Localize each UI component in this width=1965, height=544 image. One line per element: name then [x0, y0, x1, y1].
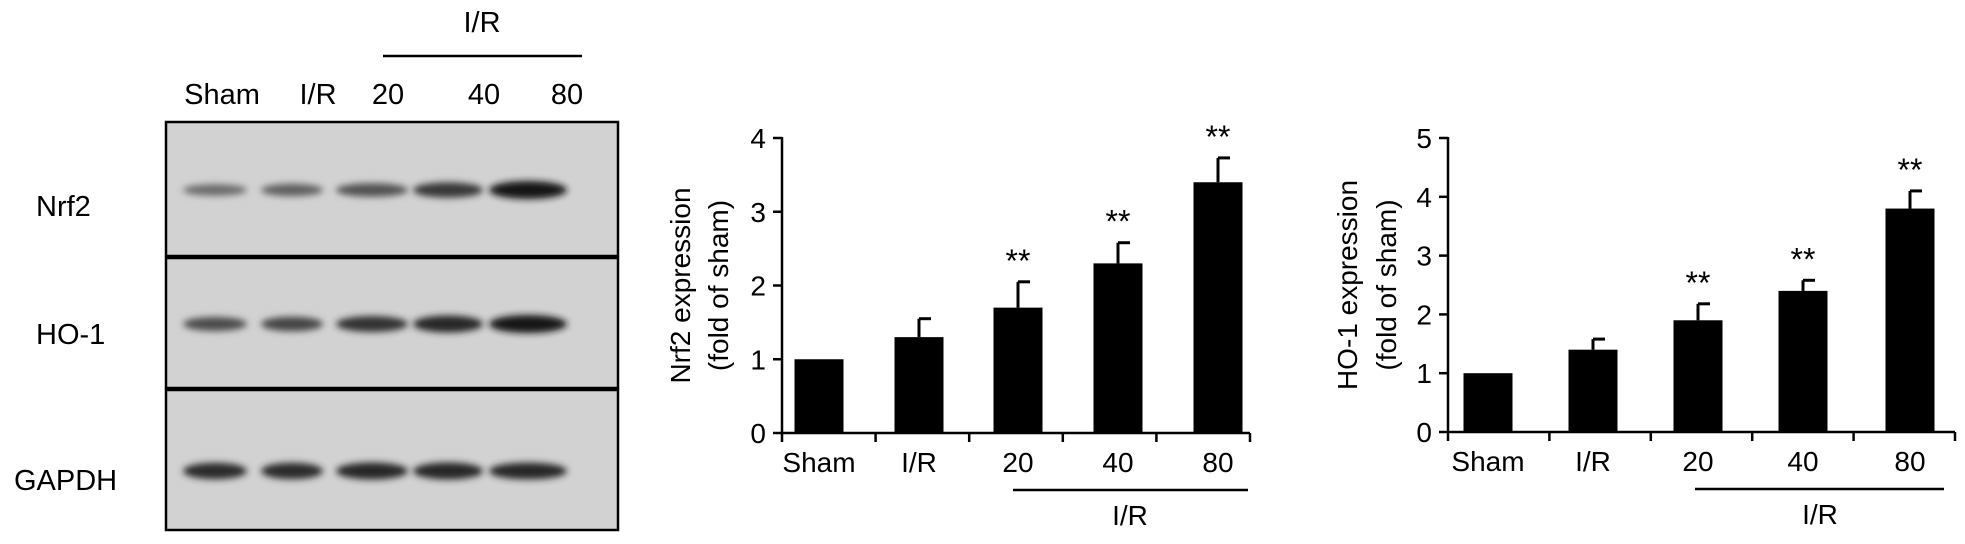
- blot-band: [489, 181, 567, 199]
- y-tick-label: 0: [750, 418, 766, 449]
- blot-band: [413, 462, 483, 480]
- blot-lane-label-20: 20: [372, 79, 404, 111]
- bar-I/R: [894, 337, 944, 433]
- significance-marker: **: [1106, 204, 1131, 240]
- y-tick-label: 3: [750, 197, 766, 228]
- bar-80: [1885, 208, 1935, 432]
- bar-40: [1778, 290, 1828, 432]
- y-tick-label: 1: [750, 344, 766, 375]
- bar-Sham: [794, 359, 844, 433]
- blot-lane-label-80: 80: [551, 79, 583, 111]
- blot-lane-label-40: 40: [468, 79, 500, 111]
- category-label: 20: [1002, 447, 1033, 478]
- y-tick-label: 2: [750, 271, 766, 302]
- nrf2-expression-chart: 0 1 2 3 4 Sham I/R ** 20 ** 40 ** 80 I/R Nrf2 expressi…: [665, 119, 1252, 531]
- blot-band: [489, 462, 567, 480]
- blot-row-label-nrf2: Nrf2: [36, 191, 91, 223]
- category-label: Sham: [1451, 446, 1524, 477]
- western-blot-panel: I/R Sham I/R 20 40 80 Nrf2 HO-1 GAPDH: [14, 7, 620, 532]
- group-label: I/R: [1112, 500, 1148, 531]
- blot-band: [413, 315, 483, 333]
- ho1-expression-chart: 0 1 2 3 4 5 Sham I/R ** 20 ** 40 ** 80 I/R HO-1 express…: [1332, 123, 1957, 530]
- blot-band: [183, 462, 247, 480]
- significance-marker: **: [1206, 119, 1231, 155]
- bar-20: [1673, 320, 1723, 432]
- blot-band: [261, 462, 323, 480]
- bar-80: [1193, 182, 1243, 433]
- blot-band: [183, 184, 247, 196]
- blot-band: [183, 317, 247, 331]
- y-tick-label: 1: [1416, 358, 1432, 389]
- bar-20: [993, 307, 1043, 433]
- blot-row-label-ho1: HO-1: [36, 319, 105, 351]
- significance-marker: **: [1791, 241, 1816, 277]
- category-label: I/R: [901, 447, 937, 478]
- blot-band: [489, 315, 567, 333]
- y-tick-label: 0: [1416, 417, 1432, 448]
- category-label: Sham: [782, 447, 855, 478]
- significance-marker: **: [1686, 265, 1711, 301]
- blot-group-label: I/R: [463, 7, 500, 39]
- y-tick-label: 4: [1416, 182, 1432, 213]
- y-tick-label: 2: [1416, 299, 1432, 330]
- bar-Sham: [1463, 373, 1513, 432]
- y-tick-label: 3: [1416, 241, 1432, 272]
- y-axis-label: HO-1 expression: [1332, 180, 1363, 390]
- y-axis-sublabel: (fold of sham): [1371, 199, 1402, 370]
- blot-band: [261, 316, 323, 332]
- blot-band: [336, 183, 408, 197]
- blot-membrane: [164, 388, 620, 532]
- category-label: 40: [1102, 447, 1133, 478]
- bar-I/R: [1568, 349, 1618, 432]
- y-tick-label: 4: [750, 123, 766, 154]
- blot-row-1: [164, 256, 620, 390]
- category-label: 20: [1682, 446, 1713, 477]
- significance-marker: **: [1898, 152, 1923, 188]
- blot-row-0: [164, 120, 620, 258]
- y-tick-label: 5: [1416, 123, 1432, 154]
- blot-row-2: [164, 388, 620, 532]
- blot-lane-label-sham: Sham: [184, 79, 260, 111]
- significance-marker: **: [1006, 243, 1031, 279]
- category-label: 80: [1202, 447, 1233, 478]
- y-axis-label: Nrf2 expression: [665, 187, 696, 383]
- blot-band: [413, 182, 483, 198]
- bar-40: [1093, 263, 1143, 433]
- blot-band: [336, 462, 408, 480]
- blot-band: [336, 316, 408, 332]
- blot-row-label-gapdh: GAPDH: [14, 465, 117, 497]
- group-label: I/R: [1802, 499, 1838, 530]
- blot-lane-label-ir: I/R: [299, 79, 336, 111]
- y-axis-sublabel: (fold of sham): [703, 200, 734, 371]
- category-label: 40: [1787, 446, 1818, 477]
- blot-band: [261, 183, 323, 197]
- category-label: 80: [1894, 446, 1925, 477]
- category-label: I/R: [1575, 446, 1611, 477]
